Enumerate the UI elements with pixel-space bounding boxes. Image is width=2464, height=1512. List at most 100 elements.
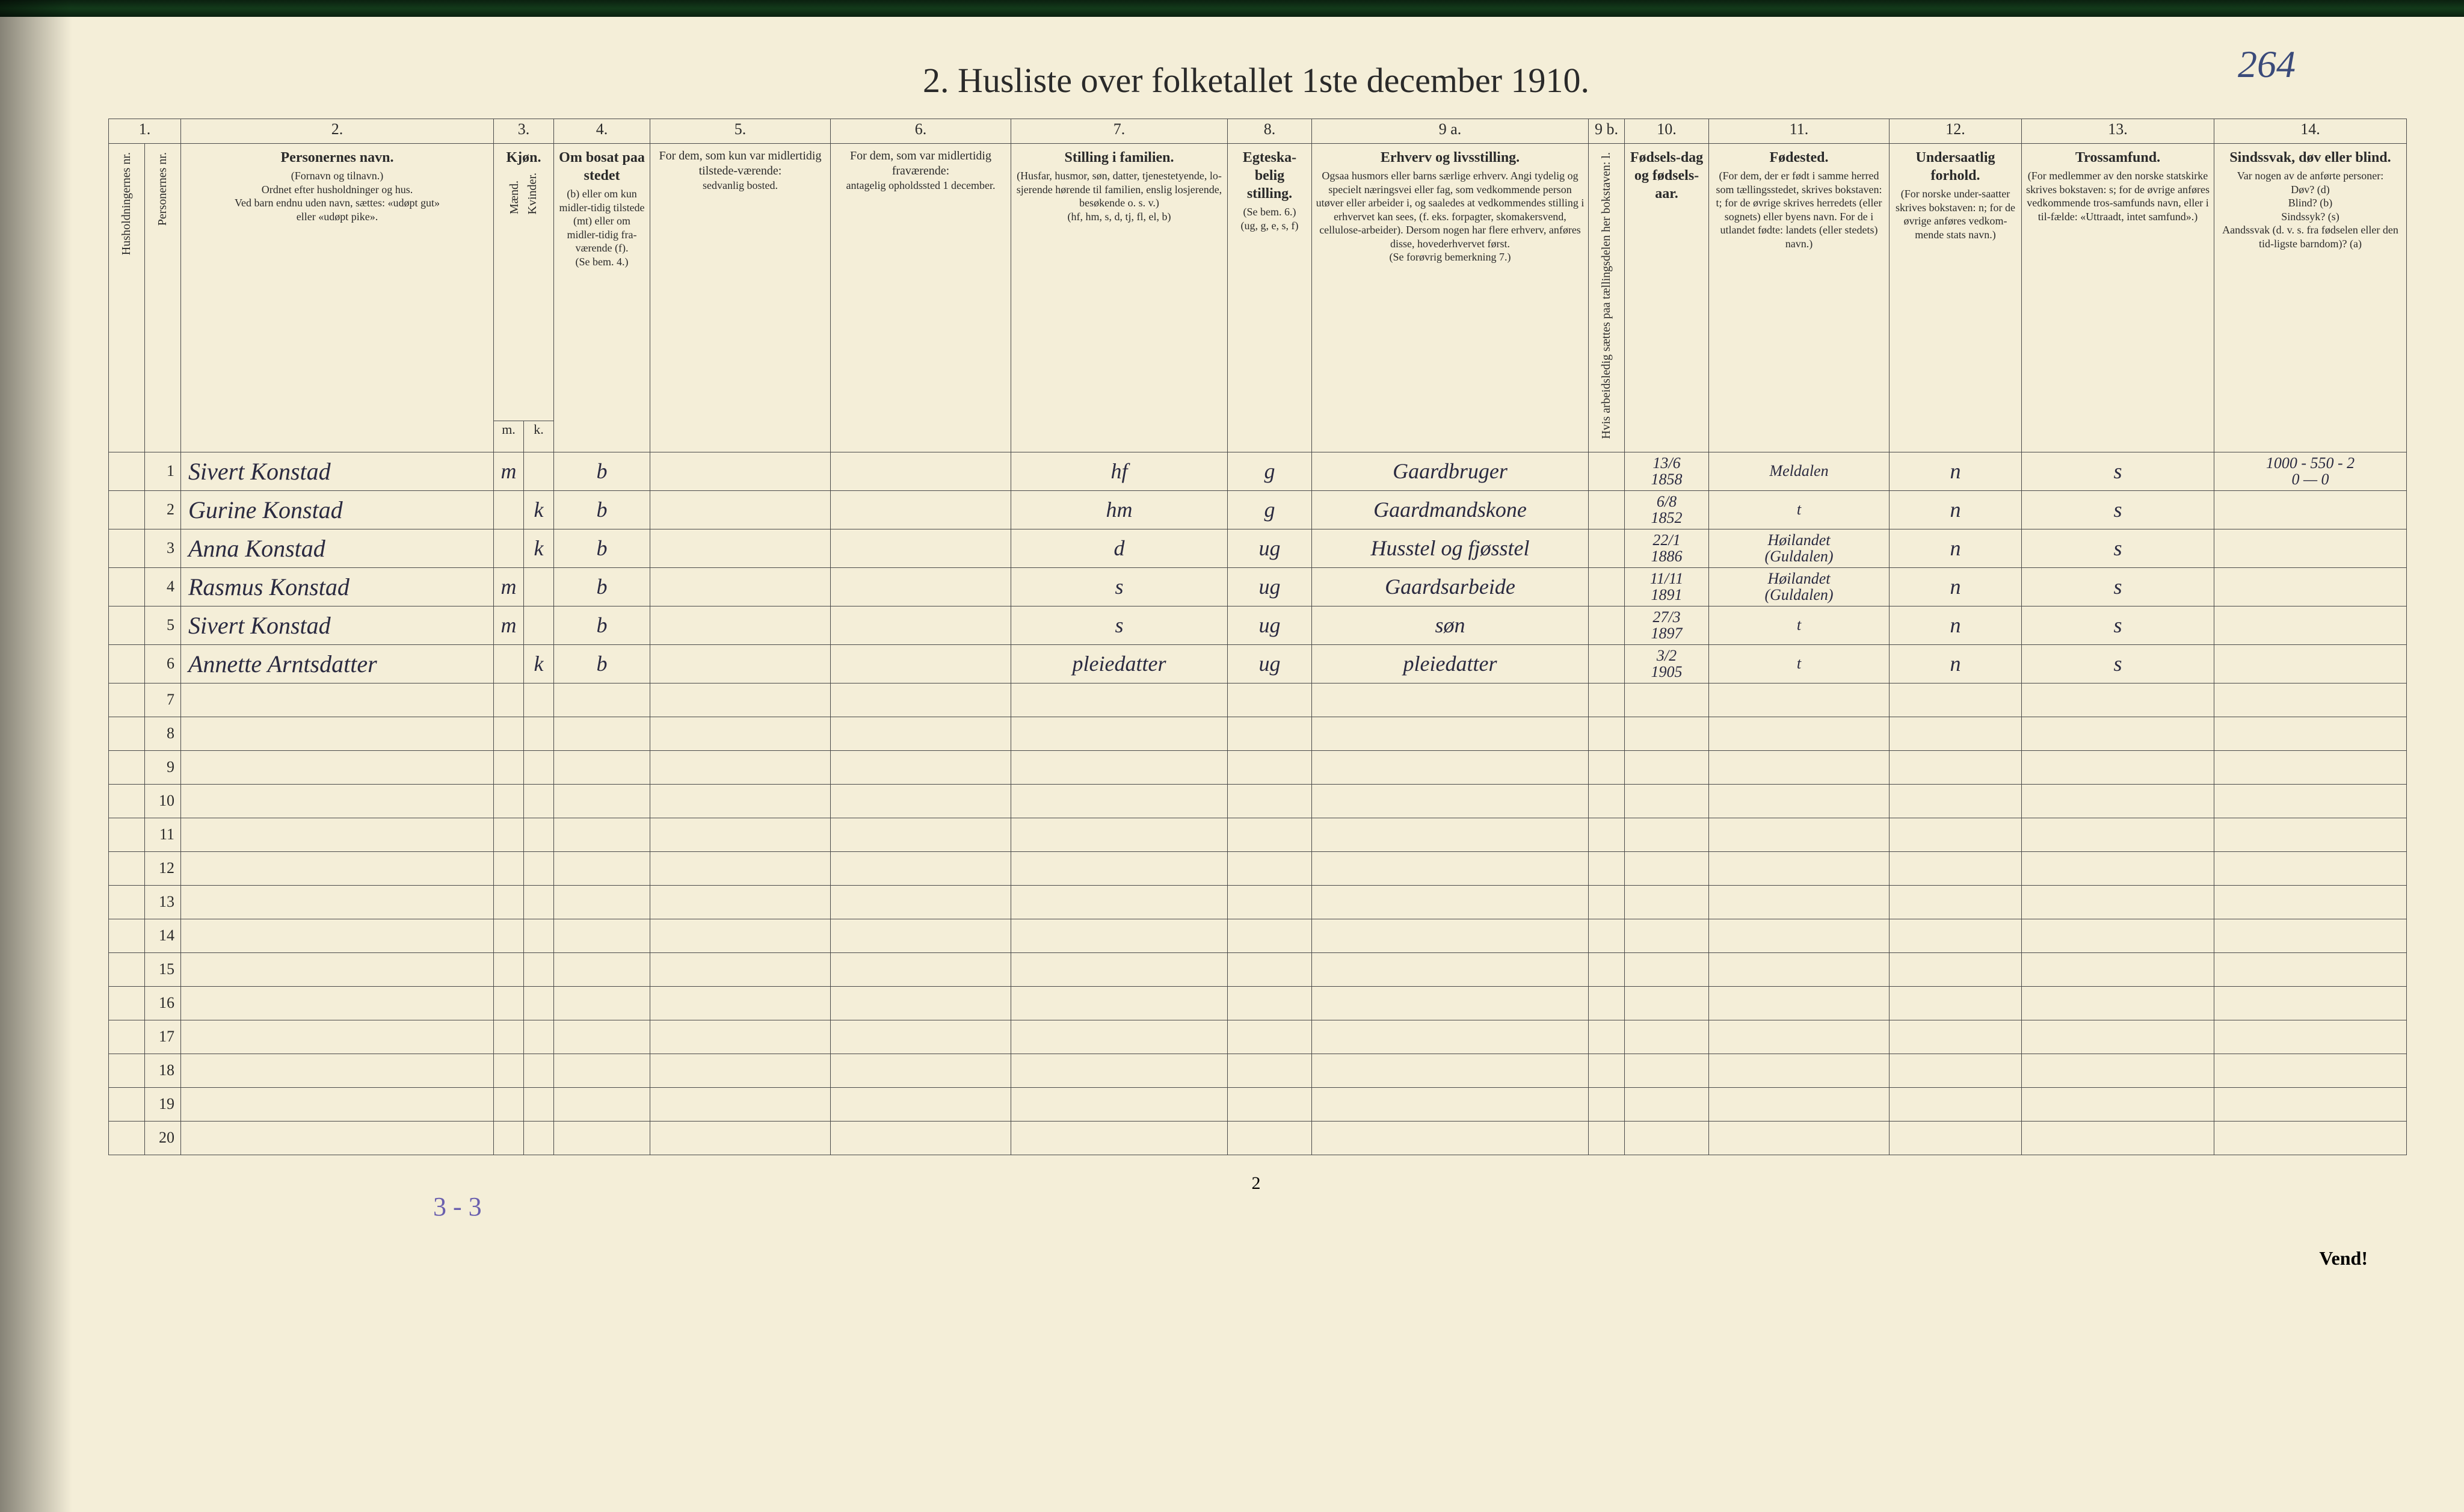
sex-m-cell: m — [494, 452, 524, 490]
sex-k-cell — [524, 567, 554, 606]
hdr-c13-sub: (For medlemmer av den norske statskirke … — [2025, 169, 2210, 223]
sex-m-cell: m — [494, 567, 524, 606]
hdr-c9a: Erhverv og livsstilling. Ogsaa husmors e… — [1312, 144, 1589, 452]
empty-cell — [2022, 784, 2214, 818]
person-nr-cell: 8 — [145, 717, 181, 750]
person-nr-cell: 9 — [145, 750, 181, 784]
empty-cell — [181, 683, 494, 717]
empty-cell — [1709, 818, 1890, 851]
empty-cell — [1011, 818, 1228, 851]
empty-cell — [831, 784, 1011, 818]
empty-cell — [1312, 885, 1589, 919]
empty-cell — [1589, 818, 1625, 851]
colnum-8: 8. — [1228, 119, 1312, 144]
c9b-cell — [1589, 452, 1625, 490]
census-page: 264 2. Husliste over folketallet 1ste de… — [0, 0, 2464, 1512]
empty-cell — [554, 818, 650, 851]
column-header-row: Husholdningernes nr. Personernes nr. Per… — [109, 144, 2407, 421]
empty-cell — [554, 885, 650, 919]
colnum-7: 7. — [1011, 119, 1228, 144]
empty-cell — [2214, 1020, 2407, 1054]
c14-cell — [2214, 644, 2407, 683]
scanner-left-shadow — [0, 0, 72, 1512]
person-nr-cell: 7 — [145, 683, 181, 717]
name-cell: Anna Konstad — [181, 529, 494, 567]
empty-cell — [1625, 717, 1709, 750]
empty-cell — [554, 952, 650, 986]
empty-cell — [494, 1020, 524, 1054]
empty-cell — [524, 952, 554, 986]
hdr-c13-title: Trossamfund. — [2025, 149, 2210, 167]
empty-cell — [1312, 851, 1589, 885]
empty-cell — [2022, 986, 2214, 1020]
empty-cell — [650, 1020, 831, 1054]
empty-cell — [831, 1020, 1011, 1054]
c9b-cell — [1589, 644, 1625, 683]
empty-cell — [494, 750, 524, 784]
empty-cell — [1011, 1020, 1228, 1054]
c11-cell: Høilandet(Guldalen) — [1709, 567, 1890, 606]
empty-cell — [1011, 784, 1228, 818]
empty-cell — [181, 885, 494, 919]
c10-cell: 11/111891 — [1625, 567, 1709, 606]
empty-cell — [1709, 717, 1890, 750]
empty-cell — [2022, 1054, 2214, 1087]
sex-m-cell — [494, 644, 524, 683]
c14-cell — [2214, 490, 2407, 529]
c12-cell: n — [1890, 567, 2022, 606]
empty-cell — [2214, 818, 2407, 851]
empty-cell — [831, 1121, 1011, 1155]
hdr-c8: Egteska-belig stilling. (Se bem. 6.)(ug,… — [1228, 144, 1312, 452]
person-nr-cell: 13 — [145, 885, 181, 919]
hdr-bosat-sub: (b) eller om kun midler-tidig tilstede (… — [558, 187, 646, 268]
hdr-bosat-title: Om bosat paa stedet — [558, 149, 646, 185]
c11-cell: Høilandet(Guldalen) — [1709, 529, 1890, 567]
hdr-c5: For dem, som kun var midlertidig tilsted… — [650, 144, 831, 452]
empty-cell — [494, 717, 524, 750]
empty-cell — [181, 1121, 494, 1155]
household-nr-cell — [109, 952, 145, 986]
empty-cell — [1625, 683, 1709, 717]
table-row: 16 — [109, 986, 2407, 1020]
c9b-cell — [1589, 490, 1625, 529]
empty-cell — [524, 717, 554, 750]
empty-cell — [831, 750, 1011, 784]
empty-cell — [1228, 683, 1312, 717]
empty-cell — [1011, 750, 1228, 784]
sex-k-cell — [524, 606, 554, 644]
household-nr-cell — [109, 490, 145, 529]
household-nr-cell — [109, 919, 145, 952]
empty-cell — [1228, 750, 1312, 784]
table-row: 2Gurine KonstadkbhmgGaardmandskone6/8185… — [109, 490, 2407, 529]
empty-cell — [1625, 851, 1709, 885]
hdr-c14-sub: Var nogen av de anførte personer:Døv? (d… — [2218, 169, 2403, 250]
table-row: 13 — [109, 885, 2407, 919]
empty-cell — [831, 952, 1011, 986]
hdr-c7: Stilling i familien. (Husfar, husmor, sø… — [1011, 144, 1228, 452]
empty-cell — [1589, 851, 1625, 885]
empty-cell — [1312, 1054, 1589, 1087]
empty-cell — [1890, 1087, 2022, 1121]
c7-cell: hm — [1011, 490, 1228, 529]
table-row: 10 — [109, 784, 2407, 818]
person-nr-cell: 10 — [145, 784, 181, 818]
household-nr-cell — [109, 1054, 145, 1087]
empty-cell — [831, 1087, 1011, 1121]
empty-cell — [1011, 851, 1228, 885]
empty-cell — [1709, 1087, 1890, 1121]
empty-cell — [524, 1054, 554, 1087]
handwritten-page-number: 264 — [2238, 42, 2296, 87]
hdr-bosat: Om bosat paa stedet (b) eller om kun mid… — [554, 144, 650, 452]
person-nr-cell: 1 — [145, 452, 181, 490]
bosat-cell: b — [554, 567, 650, 606]
empty-cell — [1625, 919, 1709, 952]
empty-cell — [2214, 885, 2407, 919]
c9a-cell: Husstel og fjøsstel — [1312, 529, 1589, 567]
hdr-c14-title: Sindssvak, døv eller blind. — [2218, 149, 2403, 167]
empty-cell — [1228, 1121, 1312, 1155]
hdr-sex-title: Kjøn. — [497, 149, 550, 167]
empty-cell — [650, 919, 831, 952]
hdr-household-nr-text: Husholdningernes nr. — [119, 149, 134, 259]
mk-k: k. — [524, 421, 554, 452]
empty-cell — [1890, 885, 2022, 919]
